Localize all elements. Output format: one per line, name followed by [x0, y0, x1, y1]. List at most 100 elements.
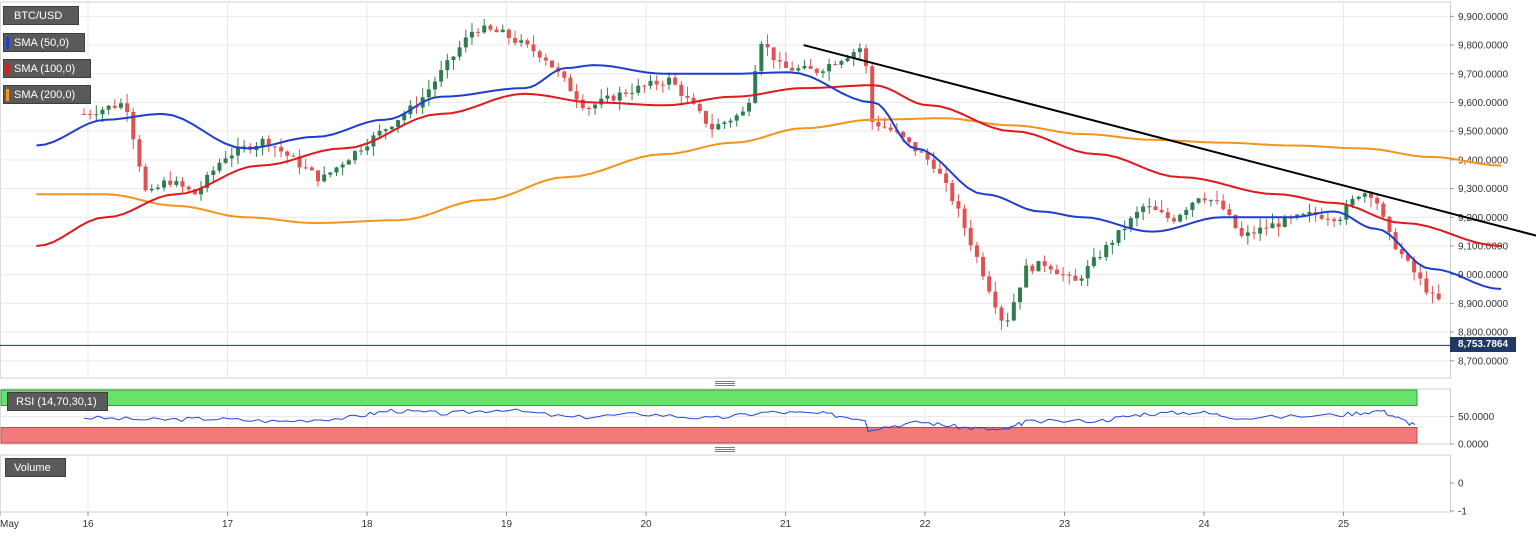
candle-body [660, 84, 665, 86]
candle-body [488, 25, 493, 30]
candle-body [229, 155, 234, 159]
legend-btcusd[interactable]: BTC/USD [3, 6, 79, 25]
candle-body [476, 31, 481, 33]
candle-body [1239, 227, 1244, 236]
candle-body [1017, 287, 1022, 303]
candle-body [260, 138, 265, 146]
candle-body [174, 181, 179, 185]
candle-body [1399, 249, 1404, 255]
candle-body [1264, 227, 1269, 229]
pane-resize-handle-2[interactable] [715, 447, 735, 453]
candle-body [469, 31, 474, 38]
candle-body [907, 137, 912, 143]
candle-body [1362, 193, 1367, 197]
candle-body [833, 64, 838, 66]
candle-body [925, 152, 930, 160]
candle-body [396, 120, 401, 127]
candle-body [1418, 272, 1423, 279]
candle-body [999, 307, 1004, 321]
candle-body [106, 105, 111, 110]
x-tick-label: 23 [1059, 519, 1071, 530]
candle-body [1085, 266, 1090, 279]
rsi-line [83, 408, 1416, 432]
candle-body [845, 58, 850, 62]
candle-body [827, 64, 832, 72]
candle-body [322, 174, 327, 182]
rsi-y-tick-label: 50.0000 [1458, 412, 1495, 423]
price-y-tick-label: 9,200.0000 [1458, 213, 1508, 224]
price-y-tick-label: 9,300.0000 [1458, 184, 1508, 195]
candle-body [383, 129, 388, 131]
candle-body [568, 77, 573, 92]
candle-body [500, 29, 505, 33]
candle-body [1270, 223, 1275, 229]
legend-sma200[interactable]: SMA (200,0) [3, 85, 91, 104]
candle-body [82, 113, 86, 115]
candle-body [328, 172, 333, 175]
candle-body [968, 227, 973, 246]
price-y-tick-label: 9,400.0000 [1458, 155, 1508, 166]
sma50-swatch [6, 37, 9, 49]
candle-body [309, 167, 314, 171]
candle-body [1048, 266, 1053, 270]
volume-pane-label[interactable]: Volume [5, 458, 66, 477]
candle-body [198, 187, 203, 195]
candle-body [710, 123, 715, 130]
candle-body [1344, 205, 1349, 220]
candle-body [747, 102, 752, 112]
x-tick-label: 21 [780, 519, 792, 530]
candle-body [1104, 244, 1109, 258]
candle-body [463, 37, 468, 48]
legend-sma50[interactable]: SMA (50,0) [3, 33, 85, 52]
candle-body [1387, 216, 1392, 233]
candle-body [654, 80, 659, 85]
candle-body [630, 92, 635, 94]
candle-body [211, 170, 216, 175]
candle-body [1338, 219, 1343, 221]
candle-body [272, 146, 277, 148]
candle-body [1098, 257, 1103, 259]
candle-body [445, 60, 450, 71]
candle-body [402, 114, 407, 121]
x-tick-label: 16 [82, 519, 94, 530]
candle-body [802, 66, 807, 69]
candle-body [525, 40, 530, 45]
candle-body [753, 71, 758, 103]
candle-body [1227, 209, 1232, 215]
candle-body [1196, 198, 1201, 203]
candle-body [562, 71, 567, 78]
candle-body [180, 181, 185, 187]
candle-body [205, 174, 210, 188]
candle-body [543, 57, 548, 61]
candle-body [1356, 196, 1361, 199]
candle-body [131, 112, 136, 140]
rsi-overbought-zone [0, 389, 1418, 406]
x-tick-label: 22 [919, 519, 931, 530]
candle-body [1202, 198, 1207, 201]
candle-body [1319, 215, 1324, 219]
candle-body [642, 85, 647, 87]
candle-body [944, 173, 949, 183]
legend-sma100-label: SMA (100,0) [14, 63, 76, 75]
candle-body [1258, 227, 1263, 234]
candle-body [482, 25, 487, 33]
rsi-pane-label[interactable]: RSI (14,70,30,1) [7, 392, 108, 411]
candle-body [1091, 257, 1096, 267]
candle-body [593, 104, 598, 109]
candle-body [839, 61, 844, 65]
pane-resize-handle-1[interactable] [715, 381, 735, 387]
legend-sma100[interactable]: SMA (100,0) [3, 59, 91, 78]
candle-body [266, 138, 271, 147]
candle-body [777, 60, 782, 62]
candle-body [987, 276, 992, 292]
candle-body [605, 95, 610, 99]
candle-body [716, 124, 721, 130]
candle-body [1233, 214, 1238, 228]
candle-body [1054, 269, 1059, 275]
candle-body [981, 256, 986, 277]
candle-body [1405, 254, 1410, 261]
price-y-tick-label: 9,700.0000 [1458, 69, 1508, 80]
candle-body [1190, 202, 1195, 210]
candle-body [950, 182, 955, 202]
